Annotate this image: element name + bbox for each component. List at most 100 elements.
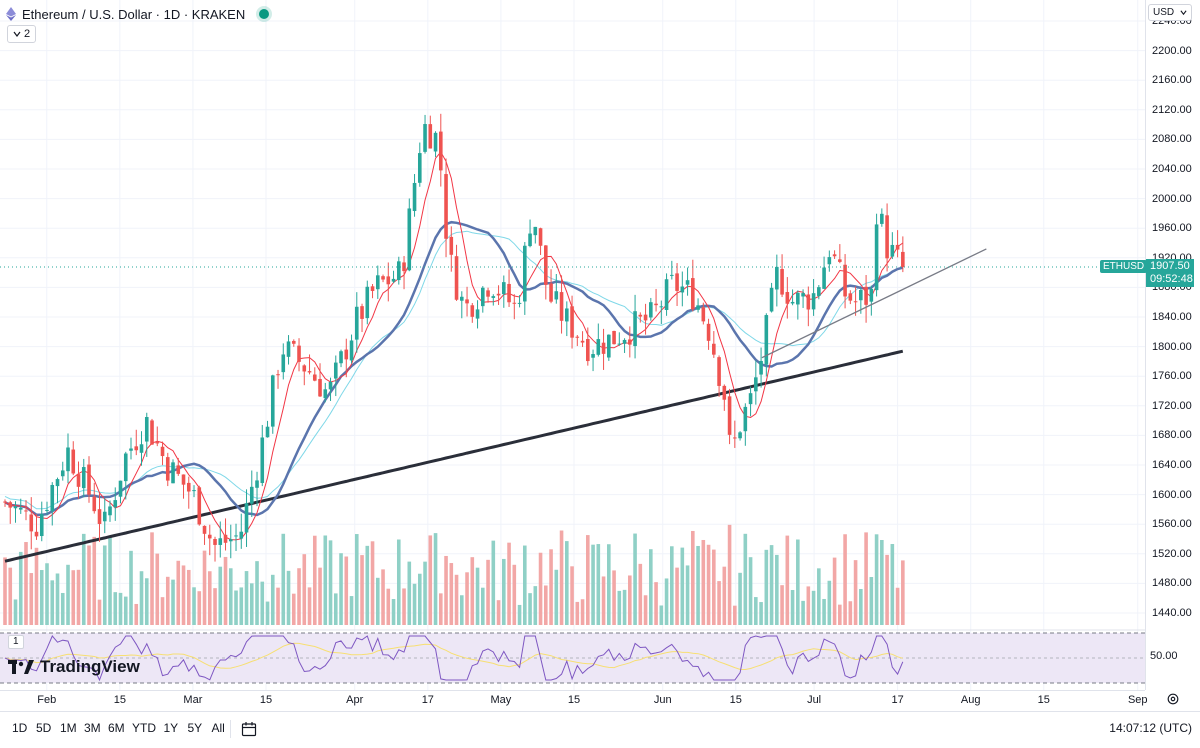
range-button-5d[interactable]: 5D <box>36 721 52 735</box>
volume-bar <box>622 589 627 625</box>
price-axis-tick: 1960.00 <box>1152 222 1192 235</box>
volume-bar <box>76 569 81 625</box>
volume-bar <box>654 582 658 625</box>
volume-bar <box>853 560 858 625</box>
candle-body <box>701 307 706 322</box>
volume-bar <box>612 570 616 625</box>
candle-body <box>375 275 380 290</box>
candle-body <box>81 467 86 489</box>
volume-bar <box>696 545 700 625</box>
candle-body <box>465 299 469 304</box>
volume-bar <box>412 583 417 625</box>
utc-clock[interactable]: 14:07:12 (UTC) <box>1109 721 1192 735</box>
candle-body <box>712 343 716 355</box>
candle-body <box>764 315 769 365</box>
candle-body <box>596 339 601 355</box>
volume-bar <box>24 542 28 625</box>
volume-bar <box>743 533 748 625</box>
chart-plot-area[interactable] <box>0 0 1145 690</box>
candle-body <box>260 437 265 483</box>
time-axis-tick: 15 <box>259 694 273 706</box>
candle-body <box>570 306 574 338</box>
price-axis[interactable]: 2240.00 2200.00 2160.00 2120.00 2080.00 2040.… <box>1145 0 1200 690</box>
volume-bar <box>18 551 23 625</box>
candle-body <box>396 261 401 281</box>
range-button-all[interactable]: All <box>211 721 225 735</box>
volume-bar <box>444 555 448 625</box>
calendar-goto-icon[interactable] <box>241 721 257 737</box>
tradingview-logo-icon <box>8 660 34 674</box>
range-button-5y[interactable]: 5Y <box>187 721 203 735</box>
volume-bar <box>360 555 364 625</box>
candle-body <box>3 501 7 503</box>
candle-body <box>549 283 553 302</box>
collapse-indicators-button[interactable]: 2 <box>7 25 37 43</box>
time-axis[interactable]: Feb 15 Mar 15 Apr 17 May 15 Jun 15 Jul 17 Aug 15 Sep <box>0 690 1148 711</box>
candle-body <box>848 293 853 301</box>
price-chart[interactable] <box>0 0 1145 690</box>
rsi-pane-badge[interactable]: 1 <box>8 635 24 649</box>
candle-body <box>554 291 559 300</box>
candle-body <box>8 502 13 508</box>
candle-body <box>601 342 606 354</box>
price-axis-tick: 2120.00 <box>1152 103 1192 116</box>
volume-bar <box>754 597 758 625</box>
volume-bar <box>607 544 611 625</box>
candle-body <box>218 538 223 545</box>
candle-body <box>228 539 233 542</box>
range-button-ytd[interactable]: YTD <box>132 721 156 735</box>
gear-icon[interactable] <box>1166 692 1180 706</box>
volume-bar <box>811 590 816 625</box>
candle-body <box>370 286 375 291</box>
volume-bar <box>186 569 191 625</box>
volume-bar <box>712 549 716 625</box>
candle-body <box>743 406 748 432</box>
volume-bar <box>192 587 196 625</box>
candle-body <box>108 506 112 516</box>
volume-bar <box>517 604 522 625</box>
candle-body <box>438 131 443 171</box>
range-button-1y[interactable]: 1Y <box>163 721 179 735</box>
volume-bar <box>491 540 496 625</box>
volume-bar <box>60 592 65 625</box>
candle-body <box>202 525 207 534</box>
volume-bar <box>874 534 879 625</box>
candle-body <box>512 302 517 304</box>
candle-body <box>391 278 396 282</box>
range-button-6m[interactable]: 6M <box>108 721 125 735</box>
volume-bar <box>155 553 160 625</box>
candle-body <box>139 444 144 453</box>
candle-body <box>885 215 889 259</box>
candle-body <box>234 535 238 537</box>
candle-body <box>102 511 107 522</box>
volume-bar <box>454 574 459 625</box>
candle-body <box>538 228 543 246</box>
price-axis-tick: 1440.00 <box>1152 607 1192 619</box>
price-axis-tick: 1680.00 <box>1152 429 1192 442</box>
range-button-3m[interactable]: 3M <box>84 721 101 735</box>
volume-bar <box>55 573 60 625</box>
candle-body <box>323 389 328 399</box>
volume-bar <box>633 533 637 625</box>
candle-body <box>617 343 622 345</box>
volume-bar <box>438 593 443 625</box>
candle-body <box>496 293 501 296</box>
volume-bar <box>717 581 721 625</box>
volume-bar <box>333 593 338 625</box>
volume-bar <box>118 592 123 625</box>
candle-body <box>591 354 595 358</box>
time-axis-tick: Aug <box>960 694 981 706</box>
volume-bar <box>838 604 842 625</box>
range-button-1m[interactable]: 1M <box>60 721 77 735</box>
volume-bar <box>3 557 7 625</box>
currency-select[interactable]: USD <box>1148 4 1192 21</box>
volume-bar <box>108 535 112 625</box>
candle-body <box>507 283 511 303</box>
candle-body <box>113 500 118 508</box>
volume-bar <box>228 568 233 625</box>
volume-bar <box>402 588 406 625</box>
candle-body <box>754 377 758 392</box>
volume-bar <box>727 524 732 625</box>
volume-bar <box>328 540 333 625</box>
range-button-1d[interactable]: 1D <box>12 721 28 735</box>
